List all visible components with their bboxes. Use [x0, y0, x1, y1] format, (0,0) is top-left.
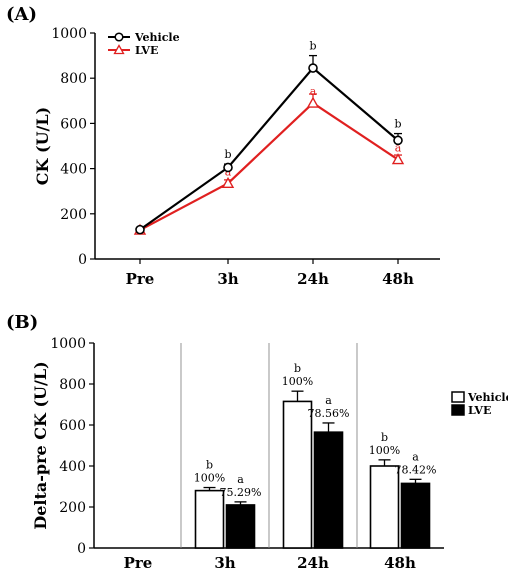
- panel-a-data-point: [221, 176, 235, 188]
- panel-b-x-tick-label: 24h: [297, 554, 329, 570]
- panel-b-legend-label: Vehicle: [467, 391, 508, 404]
- panel-a-y-tick-label: 1000: [51, 26, 87, 42]
- panel-b-legend-swatch: [451, 391, 465, 403]
- panel-b-x-tick-label: 48h: [384, 554, 416, 570]
- panel-a-y-tick-label: 600: [60, 116, 87, 132]
- panel-a-data-point: [308, 63, 318, 73]
- panel-b-bar: [194, 489, 225, 549]
- panel-a-significance-label: a: [310, 85, 317, 98]
- panel-a-x-tick-label: 24h: [297, 270, 329, 288]
- panel-b-percent-label: 78.56%: [308, 407, 350, 420]
- panel-b-percent-label: 75.29%: [220, 486, 262, 499]
- panel-a-significance-label: b: [309, 40, 316, 53]
- panel-a-y-axis-label: CK (U/L): [33, 107, 52, 185]
- panel-b-significance-label: a: [237, 473, 244, 486]
- panel-b-legend-label: LVE: [468, 404, 491, 417]
- panel-b-significance-label: a: [412, 450, 419, 463]
- panel-b-y-axis-label: Delta-pre CK (U/L): [31, 361, 50, 529]
- panel-b-y-tick-label: 200: [59, 500, 86, 516]
- panel-a-data-point: [306, 96, 320, 108]
- panel-a-y-tick-label: 800: [60, 71, 87, 87]
- panel-b-significance-label: b: [206, 459, 213, 472]
- panel-b-percent-label: 78.42%: [395, 463, 437, 476]
- panel-a-significance-label: b: [224, 148, 231, 161]
- panel-a-x-tick-label: 3h: [217, 270, 238, 288]
- panel-a-data-point: [391, 153, 405, 165]
- panel-b-bar: [369, 465, 400, 549]
- panel-a-legend-marker: [114, 32, 124, 42]
- panel-b-significance-label: b: [294, 362, 301, 375]
- panel-a-y-tick-label: 0: [78, 252, 87, 268]
- panel-a-y-tick-label: 400: [60, 162, 87, 178]
- panel-b-y-tick-label: 600: [59, 418, 86, 434]
- panel-b-significance-label: b: [381, 431, 388, 444]
- panel-b-percent-label: 100%: [369, 444, 400, 457]
- panel-a-significance-label: b: [394, 118, 401, 131]
- panel-b-x-tick-label: 3h: [214, 554, 235, 570]
- panel-a-x-tick-label: 48h: [382, 270, 414, 288]
- panel-b-legend-swatch: [451, 404, 465, 416]
- panel-b-bar: [313, 431, 344, 549]
- panel-a-data-point: [135, 224, 145, 235]
- panel-a-legend-label: LVE: [135, 44, 158, 57]
- panel-b-bar: [282, 400, 313, 549]
- panel-a-data-point: [223, 162, 233, 173]
- panel-a-series-line: [139, 101, 399, 232]
- panel-a-significance-label: a: [395, 142, 402, 155]
- panel-b-y-tick-label: 0: [77, 541, 86, 557]
- panel-a-legend-marker: [113, 44, 125, 55]
- panel-b-bar: [225, 504, 256, 549]
- panel-b-label: (B): [6, 312, 38, 333]
- panel-b-y-tick-label: 1000: [50, 336, 86, 352]
- panel-b-bar: [400, 482, 431, 549]
- panel-a-y-tick-label: 200: [60, 207, 87, 223]
- panel-a-data-point: [393, 135, 403, 146]
- panel-b-significance-label: a: [325, 394, 332, 407]
- panel-a-x-tick-label: Pre: [126, 270, 155, 288]
- panel-b-y-tick-label: 400: [59, 459, 86, 475]
- panel-a-label: (A): [6, 4, 37, 25]
- panel-b-x-tick-label: Pre: [124, 554, 153, 570]
- panel-a-legend-label: Vehicle: [134, 31, 180, 44]
- panel-b-percent-label: 100%: [282, 375, 313, 388]
- panel-b-percent-label: 100%: [194, 472, 225, 485]
- panel-b-y-tick-label: 800: [59, 377, 86, 393]
- panel-a-series-line: [139, 66, 399, 231]
